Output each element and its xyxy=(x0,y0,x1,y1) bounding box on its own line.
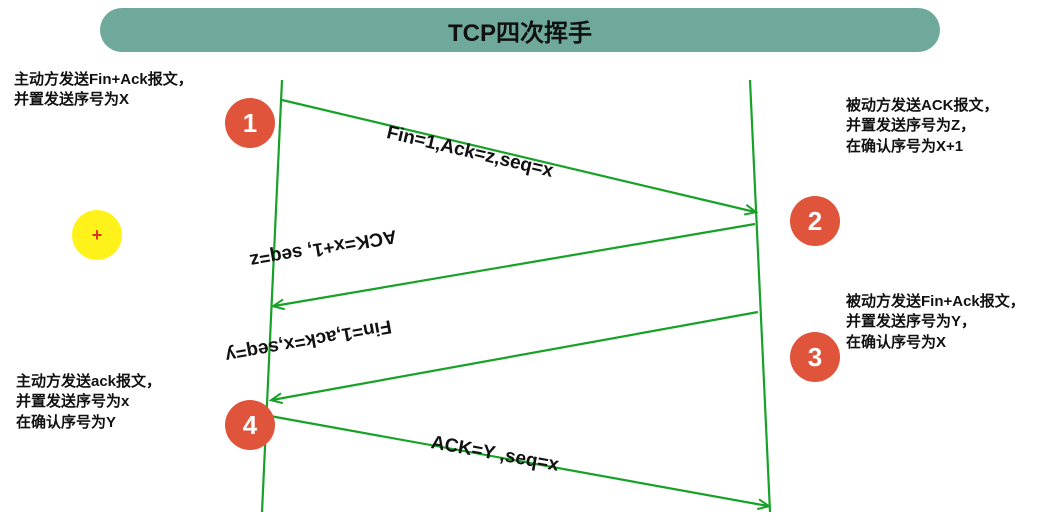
desc-3: 被动方发送Fin+Ack报文， 并置发送序号为Y， 在确认序号为X xyxy=(846,292,1025,353)
step-circle-4: 4 xyxy=(225,400,275,450)
step-number: 1 xyxy=(243,108,257,139)
step-circle-2: 2 xyxy=(790,196,840,246)
timeline-right xyxy=(750,80,770,512)
step-number: 4 xyxy=(243,410,257,441)
step-circle-1: 1 xyxy=(225,98,275,148)
desc-1: 主动方发送Fin+Ack报文， 并置发送序号为X xyxy=(14,70,193,111)
timeline-left xyxy=(262,80,282,512)
step-number: 2 xyxy=(808,206,822,237)
desc-4: 主动方发送ack报文， 并置发送序号为x 在确认序号为Y xyxy=(16,372,161,433)
desc-2: 被动方发送ACK报文， 并置发送序号为Z， 在确认序号为X+1 xyxy=(846,96,999,157)
step-number: 3 xyxy=(808,342,822,373)
step-circle-3: 3 xyxy=(790,332,840,382)
marker-plus-icon: + xyxy=(92,225,103,246)
highlight-marker: + xyxy=(72,210,122,260)
